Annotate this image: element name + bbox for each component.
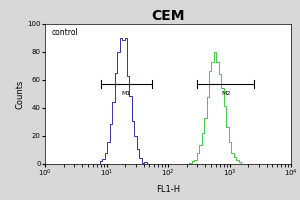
Text: control: control [52,28,79,37]
Y-axis label: Counts: Counts [16,79,25,109]
X-axis label: FL1-H: FL1-H [156,185,180,194]
Text: M2: M2 [221,91,230,96]
Text: M1: M1 [122,91,131,96]
Title: CEM: CEM [151,9,185,23]
